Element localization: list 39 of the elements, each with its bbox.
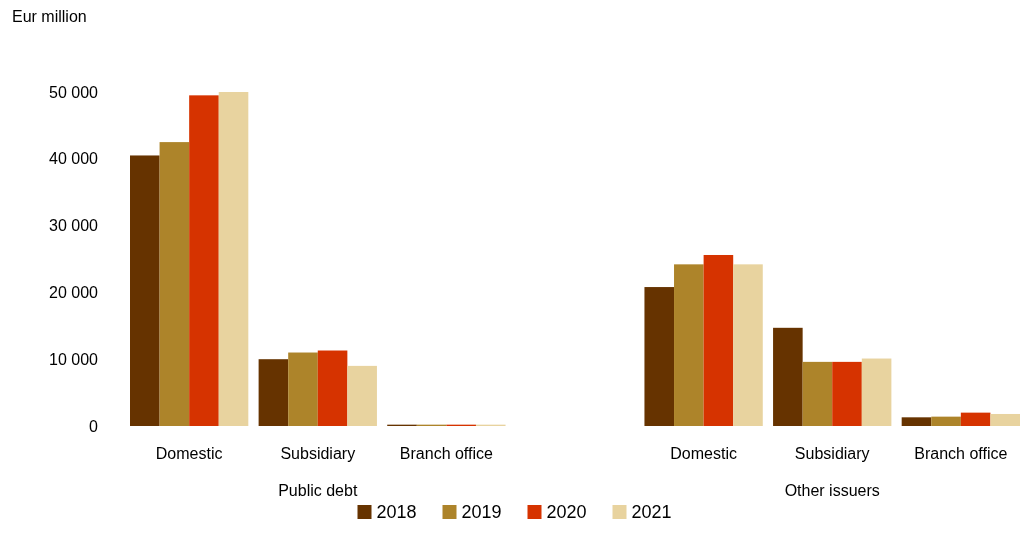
legend-label: 2021 [631, 502, 672, 523]
bar [674, 264, 704, 426]
y-axis-title: Eur million [12, 8, 87, 25]
bar [901, 417, 932, 426]
x-tick-label: Domestic [155, 445, 223, 462]
x-tick-label: Domestic [670, 445, 737, 462]
bar [159, 142, 190, 426]
y-tick-label: 50 000 [49, 83, 99, 101]
bar [347, 365, 377, 426]
text: Public debt [278, 482, 358, 499]
x-tick-label: Subsidiary [280, 445, 356, 462]
text: Other issuers [784, 482, 880, 499]
bar [130, 155, 160, 426]
bar [832, 361, 862, 426]
y-tick-label: 30 000 [49, 217, 99, 235]
y-tick-label: 20 000 [49, 284, 99, 301]
y-tick-label: 0 [89, 417, 99, 435]
bar [773, 327, 803, 426]
bar [990, 413, 1020, 426]
y-tick-label: 40 000 [49, 150, 99, 168]
bar [288, 352, 318, 426]
legend-label: 2019 [461, 502, 502, 523]
x-tick-label: Branch office [399, 445, 494, 462]
y-tick-label: 10 000 [49, 350, 99, 368]
bar [317, 350, 348, 426]
legend-label: 2018 [376, 502, 417, 523]
bar [733, 264, 763, 426]
legend-label: 2020 [546, 502, 587, 523]
bar [258, 359, 289, 426]
bar [703, 254, 734, 426]
bar [644, 287, 675, 426]
bar [960, 412, 991, 426]
bar [802, 361, 833, 426]
x-tick-label: Subsidiary [794, 445, 870, 462]
bar [931, 416, 961, 426]
bar [218, 92, 249, 426]
bar [189, 95, 219, 426]
bar [861, 358, 892, 426]
x-tick-label: Branch office [914, 445, 1008, 462]
